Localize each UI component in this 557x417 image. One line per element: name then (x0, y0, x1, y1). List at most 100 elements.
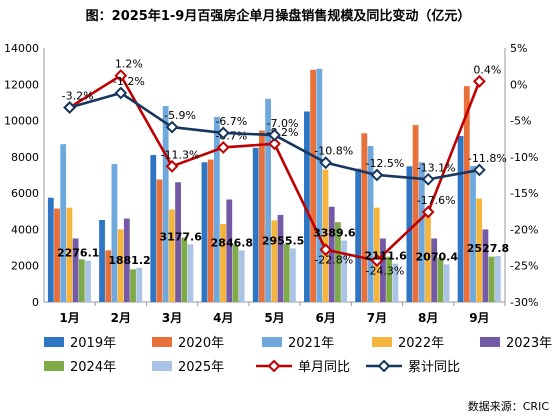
x-tick-label: 5月 (264, 311, 284, 325)
line-label: -22.8% (314, 254, 353, 267)
x-tick-label: 8月 (418, 311, 438, 325)
bar-2022年-5月 (271, 220, 278, 302)
bar-2020年-3月 (156, 179, 163, 302)
bar-2022年-6月 (322, 169, 329, 302)
bar-labels: 2276.1 1881.2 3177.6 2846.8 2955.5 3389.6 2111… (57, 227, 509, 267)
y2-tick-label: 0% (510, 78, 527, 91)
line-label: 0.4% (473, 63, 501, 76)
bar-data-label: 2276.1 (57, 247, 99, 260)
bar-data-label: 2955.5 (262, 234, 304, 247)
bar-2020年-1月 (54, 208, 60, 302)
bar-2019年-7月 (355, 168, 362, 302)
y-tick-label: 2000 (11, 260, 39, 273)
bar-2021年-2月 (111, 164, 118, 302)
bar-2024年-7月 (386, 256, 393, 302)
legend-label: 2021年 (288, 336, 334, 351)
legend-swatch-2023年 (480, 337, 500, 347)
bar-2024年-9月 (488, 256, 495, 302)
x-tick-label: 3月 (162, 311, 182, 325)
line-label: -12.5% (365, 157, 404, 170)
legend-swatch-2024年 (44, 361, 64, 371)
bar-2024年-1月 (78, 259, 85, 302)
bar-2023年-4月 (226, 199, 233, 302)
bar-2019年-2月 (99, 219, 105, 302)
bar-2024年-3月 (181, 237, 188, 302)
line-label: -11.3% (161, 148, 200, 161)
bar-2023年-3月 (175, 182, 181, 302)
bar-2025年-1月 (85, 260, 91, 302)
legend-label: 2020年 (178, 336, 224, 351)
bar-2021年-1月 (60, 144, 67, 302)
bar-2020年-8月 (412, 125, 419, 302)
marker-累计同比 (370, 168, 384, 182)
bar-2021年-5月 (265, 98, 271, 302)
y2-tick-label: -15% (510, 187, 538, 200)
bar-2025年-4月 (238, 250, 245, 302)
y-tick-label: 14000 (4, 42, 39, 55)
y2-tick-label: -10% (510, 151, 538, 164)
legend-label: 单月同比 (298, 360, 350, 375)
bar-2024年-5月 (283, 243, 290, 302)
bar-2019年-1月 (47, 197, 54, 302)
y-tick-label: 4000 (11, 223, 39, 236)
bar-2025年-7月 (392, 263, 399, 302)
marker-单月同比 (268, 137, 281, 151)
marker-累计同比 (114, 86, 128, 100)
bar-2025年-8月 (443, 264, 450, 302)
marker-累计同比 (421, 172, 435, 186)
bar-2020年-9月 (463, 86, 470, 302)
bar-2020年-7月 (361, 133, 368, 302)
marker-单月同比 (472, 74, 486, 88)
marker-单月同比 (165, 159, 179, 173)
marker-单月同比 (114, 69, 128, 82)
bar-2021年-9月 (470, 165, 476, 302)
legend-swatch-2020年 (152, 337, 172, 347)
bar-2025年-3月 (187, 244, 194, 302)
line-label: -13.1% (417, 161, 456, 174)
y2-tick-label: 5% (510, 42, 527, 55)
bar-data-label: 2527.8 (467, 242, 509, 255)
bar-2024年-4月 (232, 244, 239, 302)
bar-2021年-3月 (162, 106, 169, 302)
line-label: -5.9% (164, 109, 196, 122)
source-note: 数据来源：CRIC (468, 399, 550, 413)
bar-2022年-8月 (425, 214, 431, 302)
line-label: -11.8% (468, 152, 507, 165)
y-tick-label: 12000 (4, 78, 39, 91)
bar-2020年-2月 (105, 250, 112, 302)
bar-data-label: 3177.6 (159, 230, 202, 243)
legend-swatch-2019年 (44, 337, 64, 347)
bar-2023年-6月 (328, 206, 335, 302)
legend-label: 累计同比 (408, 360, 460, 375)
bar-2020年-6月 (310, 69, 317, 303)
legend-marker-累计同比 (377, 359, 391, 373)
bar-2022年-2月 (117, 229, 124, 302)
bar-2020年-4月 (207, 159, 214, 302)
bar-2019年-6月 (304, 111, 310, 302)
bar-2019年-8月 (406, 166, 413, 302)
bar-data-label: 3389.6 (313, 227, 356, 240)
x-tick-label: 1月 (59, 311, 79, 325)
line-label: -6.7% (215, 115, 247, 128)
legend-swatch-2021年 (262, 337, 282, 347)
bar-2024年-8月 (437, 257, 444, 302)
line-label: -7.0% (267, 117, 299, 130)
legend-marker-单月同比 (267, 359, 281, 373)
x-tick-label: 4月 (213, 311, 233, 325)
bar-2023年-9月 (482, 229, 489, 302)
bar-2023年-5月 (277, 214, 284, 302)
x-tick-label: 6月 (316, 311, 336, 325)
marker-累计同比 (216, 126, 230, 140)
y-tick-label: 10000 (4, 115, 39, 128)
marker-单月同比 (319, 243, 333, 257)
marker-累计同比 (268, 128, 281, 142)
bar-2019年-5月 (252, 147, 259, 302)
lines: -3.2%1.2%-11.3%-8.7% -8.2%-22.8%-24.3%-17… (62, 58, 507, 278)
bar-2024年-6月 (335, 222, 341, 302)
legend-label: 2019年 (70, 336, 116, 351)
y2-tick-label: -5% (510, 115, 531, 128)
line-label: 1.2% (115, 58, 143, 71)
line-label: -1.2% (113, 75, 145, 88)
bar-2021年-8月 (418, 162, 425, 302)
